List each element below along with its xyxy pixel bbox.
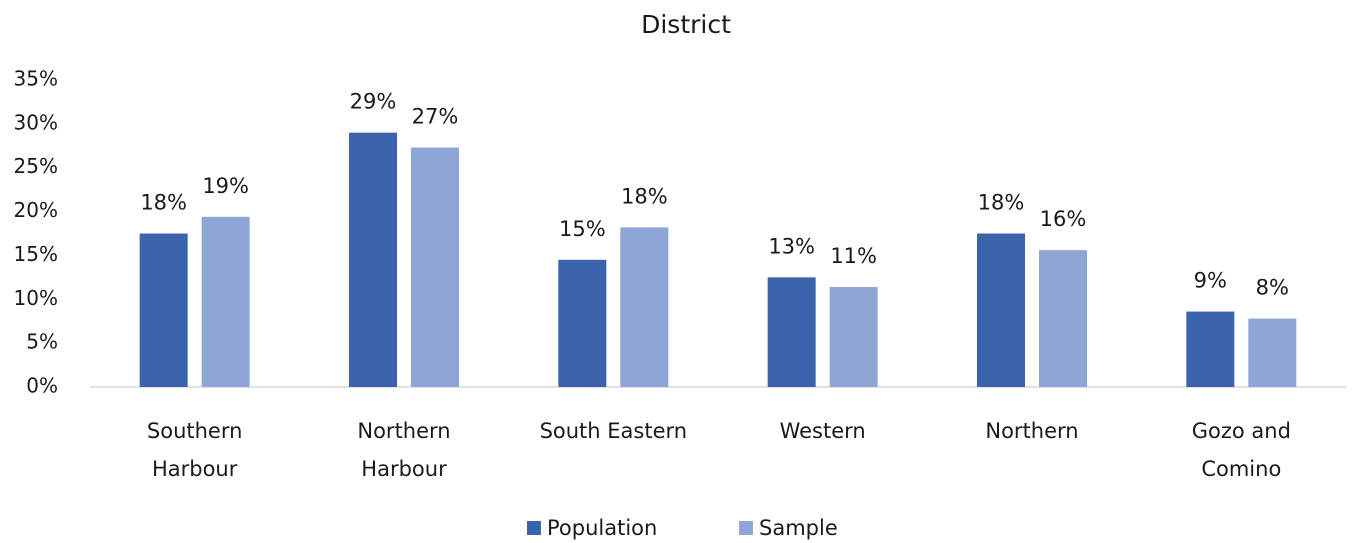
- data-label: 9%: [1194, 269, 1227, 293]
- data-label: 18%: [621, 184, 668, 208]
- legend-label: Sample: [759, 516, 838, 540]
- bar: [1248, 318, 1297, 387]
- data-label: 18%: [978, 191, 1025, 215]
- bar: [201, 216, 250, 387]
- y-tick-label: 15%: [14, 242, 58, 266]
- data-label: 11%: [830, 244, 877, 268]
- bar: [620, 227, 669, 387]
- x-tick-label: Harbour: [361, 457, 447, 481]
- bar: [1186, 311, 1235, 387]
- bar: [1039, 250, 1087, 387]
- bar: [349, 132, 397, 387]
- y-tick-label: 5%: [26, 330, 58, 354]
- data-label: 27%: [412, 105, 459, 129]
- x-tick-label: Southern: [147, 419, 243, 443]
- legend-swatch: [739, 521, 753, 535]
- x-tick-label: Harbour: [152, 457, 238, 481]
- bar: [977, 233, 1025, 387]
- x-tick-label: Comino: [1201, 457, 1281, 481]
- x-tick-label: South Eastern: [540, 419, 688, 443]
- bar: [411, 147, 459, 387]
- x-tick-label: Northern: [357, 419, 450, 443]
- data-label: 8%: [1256, 276, 1289, 300]
- bar: [558, 259, 607, 387]
- data-label: 19%: [202, 174, 249, 198]
- legend-swatch: [527, 521, 541, 535]
- data-label: 18%: [140, 191, 187, 215]
- y-tick-label: 30%: [14, 110, 58, 134]
- x-tick-label: Gozo and: [1192, 419, 1291, 443]
- y-tick-label: 20%: [14, 198, 58, 222]
- bar: [139, 233, 188, 387]
- x-tick-label: Western: [780, 419, 866, 443]
- data-label: 13%: [768, 234, 815, 258]
- bar: [829, 287, 878, 387]
- y-tick-label: 0%: [26, 374, 58, 398]
- bar: [767, 277, 816, 387]
- legend-label: Population: [547, 516, 657, 540]
- data-label: 15%: [559, 217, 606, 241]
- data-label: 16%: [1040, 207, 1087, 231]
- data-label: 29%: [350, 90, 397, 114]
- y-tick-label: 10%: [14, 286, 58, 310]
- y-tick-label: 35%: [14, 67, 58, 91]
- x-tick-label: Northern: [985, 419, 1078, 443]
- y-tick-label: 25%: [14, 154, 58, 178]
- chart-title: District: [641, 10, 731, 39]
